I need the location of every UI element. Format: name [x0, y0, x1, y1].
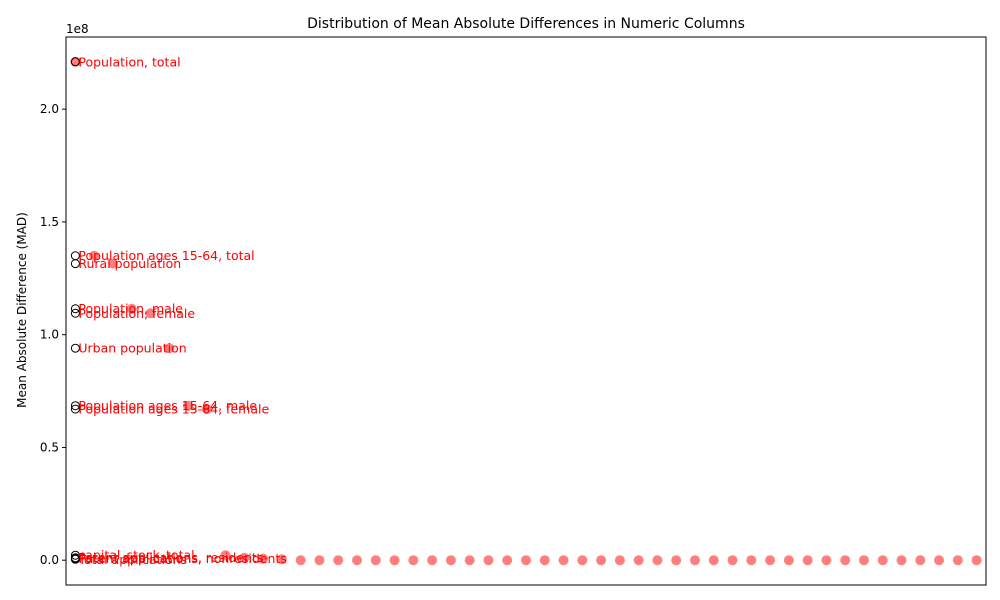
data-point [877, 555, 888, 566]
data-point [746, 555, 757, 566]
point-label: Total applications [77, 552, 187, 567]
annotation-marker [70, 401, 80, 411]
point-label: Population, total [78, 54, 180, 69]
y-tick-label: 0.0 [40, 553, 59, 567]
data-point [483, 555, 494, 566]
point-label: Patent applications, residents [78, 550, 263, 565]
data-point [464, 555, 475, 566]
y-tick-label: 1.5 [40, 215, 59, 229]
point-label: Population ages 15-64, male [78, 398, 257, 413]
data-point [952, 555, 963, 566]
plot-area-frame [65, 36, 987, 586]
data-point [164, 343, 175, 354]
point-label: Population, female [78, 306, 195, 321]
data-point [858, 555, 869, 566]
data-point [183, 400, 194, 411]
data-point [708, 555, 719, 566]
data-point [539, 555, 550, 566]
data-point [239, 552, 250, 563]
data-point [596, 555, 607, 566]
point-label: Patent applications, nonresidents [78, 551, 286, 566]
data-point [502, 555, 513, 566]
point-annotations: Population, total Population ages 15-64, … [70, 54, 287, 567]
data-point [689, 555, 700, 566]
data-point [558, 555, 569, 566]
data-point [314, 555, 325, 566]
annotation-marker [70, 554, 80, 564]
point-label: Rural population [78, 256, 181, 271]
chart-title: Distribution of Mean Absolute Difference… [307, 16, 745, 32]
y-tick-label: 2.0 [40, 102, 59, 116]
data-point [821, 555, 832, 566]
data-point [783, 555, 794, 566]
y-tick-label: 1.0 [40, 328, 59, 342]
y-axis-ticks: 0.0 0.5 1.0 1.5 2.0 [40, 102, 66, 567]
data-point [408, 555, 419, 566]
data-point [201, 404, 212, 415]
data-point [971, 555, 982, 566]
point-label: Population, male [78, 301, 183, 316]
annotation-marker [70, 343, 80, 353]
data-point [333, 555, 344, 566]
point-label: Population ages 15-64, female [78, 402, 269, 417]
point-label: Urban population [78, 341, 186, 356]
annotation-marker [70, 259, 80, 269]
data-point [220, 550, 231, 561]
annotation-marker [70, 550, 80, 560]
data-point [765, 555, 776, 566]
data-point [352, 555, 363, 566]
data-point [107, 258, 118, 269]
data-point [633, 555, 644, 566]
annotation-marker [70, 57, 80, 67]
data-point [145, 308, 156, 319]
data-point [389, 555, 400, 566]
point-label: capital_stock_total [78, 548, 194, 563]
y-axis-label: Mean Absolute Difference (MAD) [15, 212, 29, 408]
data-point [577, 555, 588, 566]
data-point [295, 555, 306, 566]
data-point [614, 555, 625, 566]
data-point [521, 555, 531, 566]
annotation-marker [70, 308, 80, 318]
data-point [671, 555, 682, 566]
data-point [276, 554, 287, 565]
annotation-marker [70, 404, 80, 414]
data-point [427, 555, 438, 566]
data-point [915, 555, 926, 566]
data-point [370, 555, 381, 566]
data-markers [70, 56, 982, 566]
point-label: Population ages 15-64, total [78, 248, 254, 263]
data-point [258, 553, 269, 564]
data-point [840, 555, 851, 566]
data-point [802, 555, 813, 566]
data-point [652, 555, 663, 566]
annotation-marker [70, 304, 80, 314]
data-point [727, 555, 738, 566]
y-axis-offset-label: 1e8 [66, 22, 89, 36]
data-point [70, 56, 81, 67]
y-tick-label: 0.5 [40, 440, 59, 454]
data-point [896, 555, 907, 566]
data-point [89, 250, 100, 261]
data-point [126, 303, 137, 314]
data-point [934, 555, 945, 566]
data-point [445, 555, 456, 566]
